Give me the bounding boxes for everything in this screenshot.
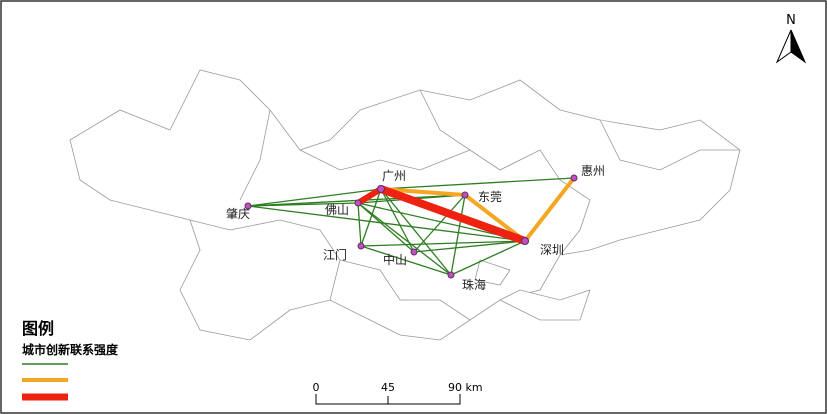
city-label: 惠州 <box>581 164 605 178</box>
scale-label: 0 <box>313 381 320 394</box>
city-label: 深圳 <box>540 243 564 257</box>
legend-subtitle: 城市创新联系强度 <box>22 342 119 357</box>
legend-title: 图例 <box>22 319 54 338</box>
city-label: 东莞 <box>478 190 502 204</box>
scale-label: 45 <box>381 381 395 394</box>
city-points <box>244 174 578 279</box>
north-arrow: N <box>775 13 807 64</box>
region-outlines <box>69 69 741 341</box>
city-label: 珠海 <box>462 277 486 292</box>
north-label: N <box>786 13 796 28</box>
scale-bar: 0 45 90 km <box>313 381 483 405</box>
city-label: 广州 <box>382 169 406 183</box>
scale-label: 90 km <box>448 381 483 394</box>
city-label: 中山 <box>383 252 407 267</box>
city-label: 江门 <box>323 247 347 262</box>
city-label: 肇庆 <box>226 206 250 221</box>
city-label: 佛山 <box>325 203 349 217</box>
